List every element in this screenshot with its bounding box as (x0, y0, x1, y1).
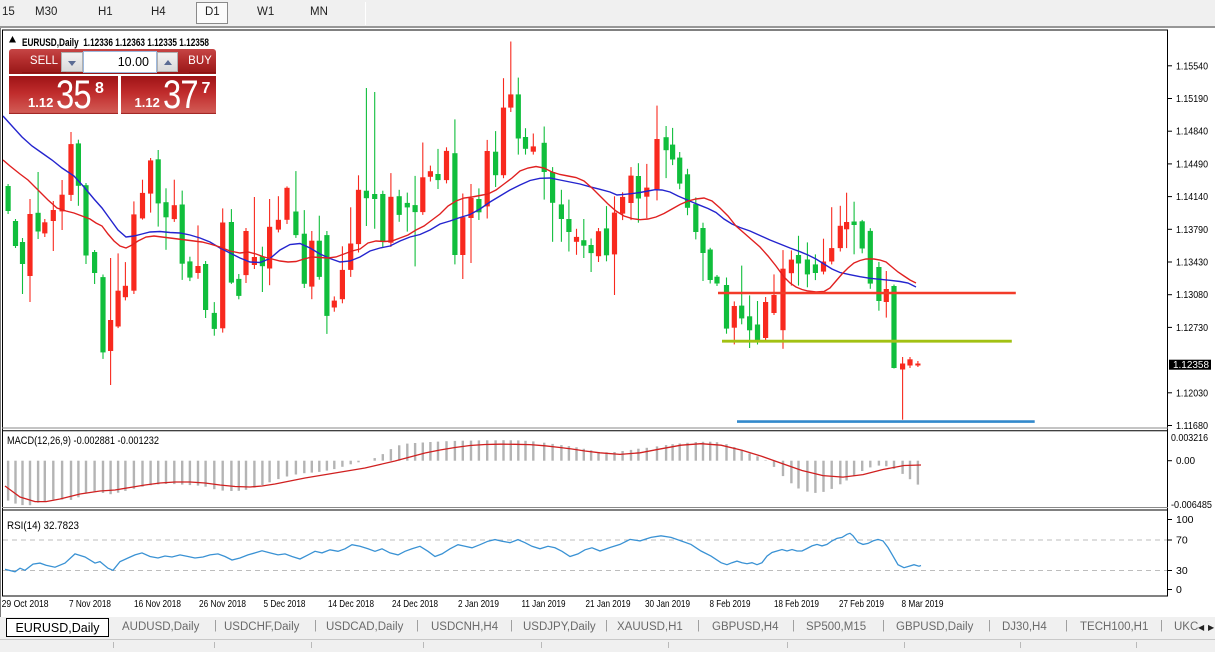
svg-text:1.14140: 1.14140 (1176, 191, 1208, 203)
svg-text:29 Oct 2018: 29 Oct 2018 (2, 598, 49, 610)
svg-text:1.15540: 1.15540 (1176, 60, 1208, 72)
svg-text:8 Mar 2019: 8 Mar 2019 (902, 598, 944, 610)
svg-text:8 Feb 2019: 8 Feb 2019 (710, 598, 751, 610)
svg-text:18 Feb 2019: 18 Feb 2019 (774, 598, 819, 610)
svg-text:1.15190: 1.15190 (1176, 93, 1208, 105)
svg-text:1.14490: 1.14490 (1176, 158, 1208, 170)
svg-text:24 Dec 2018: 24 Dec 2018 (392, 598, 438, 610)
svg-text:21 Jan 2019: 21 Jan 2019 (586, 598, 631, 610)
svg-text:MACD(12,26,9) -0.002881 -0.001: MACD(12,26,9) -0.002881 -0.001232 (7, 435, 159, 447)
svg-text:5 Dec 2018: 5 Dec 2018 (264, 598, 306, 610)
svg-text:2 Jan 2019: 2 Jan 2019 (458, 598, 499, 610)
svg-text:1.13430: 1.13430 (1176, 257, 1208, 269)
svg-text:1.14840: 1.14840 (1176, 126, 1208, 138)
svg-text:14 Dec 2018: 14 Dec 2018 (328, 598, 374, 610)
svg-text:100: 100 (1176, 514, 1194, 526)
svg-text:7 Nov 2018: 7 Nov 2018 (69, 598, 111, 610)
svg-text:1.12358: 1.12358 (1173, 359, 1209, 371)
svg-text:1.13790: 1.13790 (1176, 224, 1208, 236)
svg-text:16 Nov 2018: 16 Nov 2018 (134, 598, 181, 610)
svg-text:30: 30 (1176, 565, 1188, 577)
svg-text:EURUSD,Daily 1.12336 1.12363: EURUSD,Daily 1.12336 1.12363 1.12335 1.1… (22, 37, 209, 49)
svg-text:11 Jan 2019: 11 Jan 2019 (522, 598, 566, 610)
svg-text:0.003216: 0.003216 (1171, 432, 1208, 444)
svg-text:1.13080: 1.13080 (1176, 289, 1208, 301)
svg-text:0.00: 0.00 (1176, 455, 1195, 467)
svg-text:-0.006485: -0.006485 (1171, 499, 1212, 511)
svg-text:1.12030: 1.12030 (1176, 387, 1208, 399)
svg-text:30 Jan 2019: 30 Jan 2019 (645, 598, 690, 610)
svg-text:27 Feb 2019: 27 Feb 2019 (839, 598, 884, 610)
svg-text:70: 70 (1176, 535, 1188, 547)
svg-text:1.12730: 1.12730 (1176, 322, 1208, 334)
svg-text:RSI(14) 32.7823: RSI(14) 32.7823 (7, 520, 79, 532)
svg-text:0: 0 (1176, 584, 1182, 596)
svg-text:26 Nov 2018: 26 Nov 2018 (199, 598, 246, 610)
svg-text:1.11680: 1.11680 (1176, 420, 1208, 432)
